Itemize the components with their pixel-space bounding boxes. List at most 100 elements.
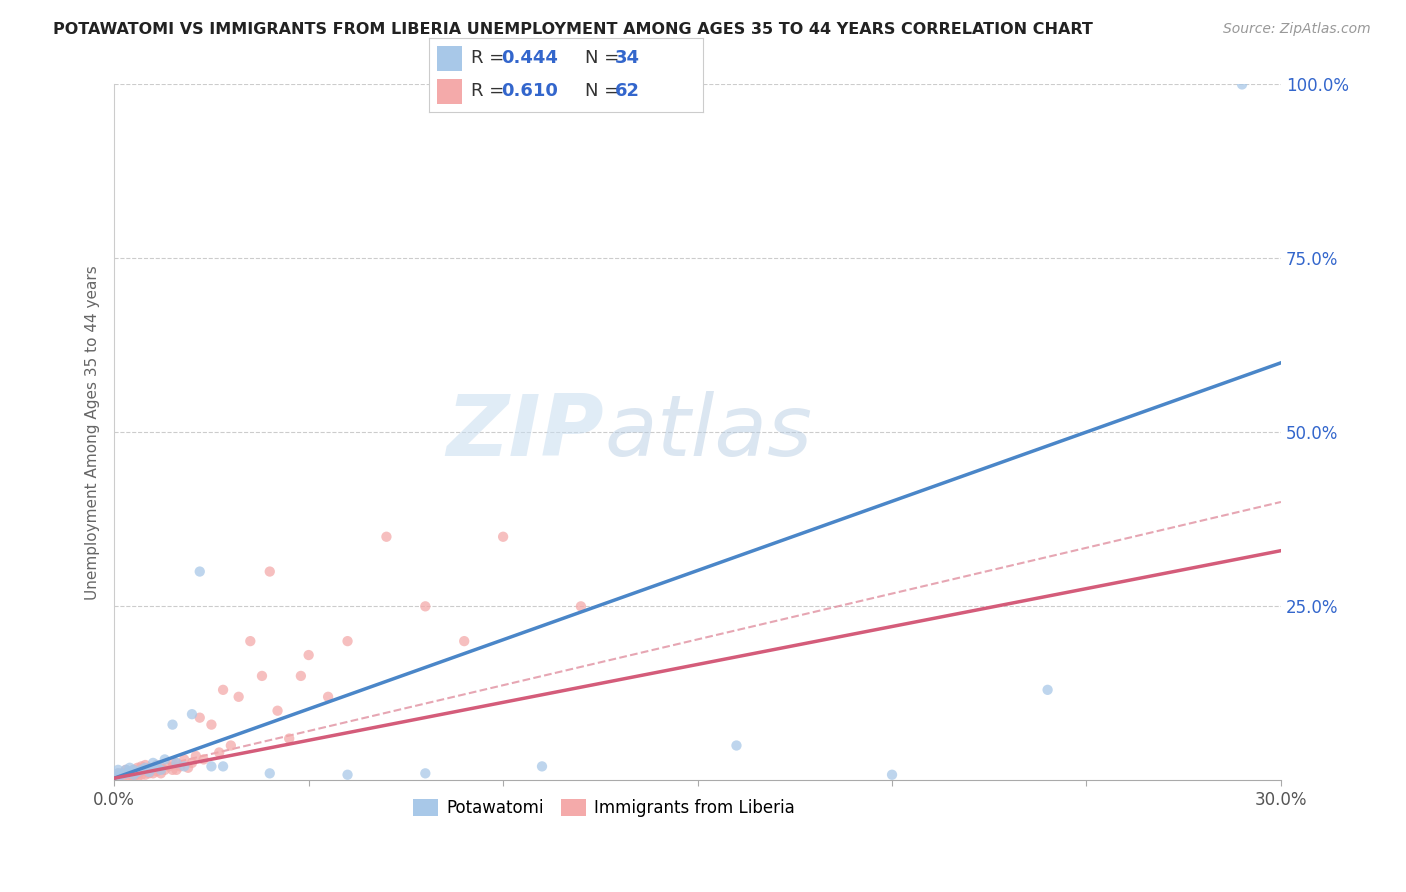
Point [149, 759, 172, 773]
Point [165, 756, 187, 770]
Point [200, 759, 222, 773]
Point [131, 768, 153, 782]
Point [131, 759, 153, 773]
Point [188, 565, 211, 579]
Point [142, 761, 165, 775]
Point [127, 770, 149, 784]
Text: 62: 62 [616, 82, 640, 100]
Point [184, 748, 207, 763]
Point [142, 756, 165, 770]
Point [138, 766, 160, 780]
Point [375, 530, 398, 544]
Point [134, 758, 156, 772]
Point [134, 761, 156, 775]
Point [162, 756, 184, 770]
Point [188, 711, 211, 725]
Point [219, 739, 242, 753]
Text: 0.610: 0.610 [502, 82, 558, 100]
Point [415, 599, 437, 614]
Point [118, 766, 141, 780]
Point [111, 770, 134, 784]
Point [169, 759, 191, 773]
Point [107, 766, 129, 780]
Point [492, 530, 515, 544]
Point [569, 599, 592, 614]
Text: ZIP: ZIP [447, 391, 605, 474]
Point [115, 770, 138, 784]
Point [278, 731, 301, 746]
Point [142, 761, 165, 775]
Text: 34: 34 [616, 49, 640, 67]
Point [165, 756, 187, 770]
Point [146, 764, 169, 779]
Point [107, 770, 129, 784]
Legend: Potawatomi, Immigrants from Liberia: Potawatomi, Immigrants from Liberia [406, 793, 801, 824]
Point [415, 766, 437, 780]
Point [122, 763, 145, 777]
Point [107, 771, 129, 785]
Point [212, 682, 235, 697]
Text: R =: R = [471, 82, 510, 100]
Point [111, 768, 134, 782]
Point [336, 768, 359, 782]
Point [146, 758, 169, 772]
Point [165, 763, 187, 777]
Point [725, 739, 748, 753]
Point [1036, 682, 1059, 697]
Point [122, 768, 145, 782]
Point [259, 766, 281, 780]
Point [122, 763, 145, 777]
Point [107, 769, 129, 783]
Point [259, 565, 281, 579]
Point [336, 634, 359, 648]
Point [1230, 78, 1253, 92]
Point [131, 764, 153, 779]
Point [134, 763, 156, 777]
Point [122, 771, 145, 785]
Point [162, 717, 184, 731]
Point [316, 690, 339, 704]
Point [115, 766, 138, 780]
Point [118, 764, 141, 779]
Point [131, 763, 153, 777]
Point [200, 717, 222, 731]
Point [134, 768, 156, 782]
Point [146, 758, 169, 772]
Point [181, 756, 204, 770]
Point [138, 764, 160, 779]
Point [162, 763, 184, 777]
Point [111, 766, 134, 780]
Text: 0.444: 0.444 [502, 49, 558, 67]
Point [138, 761, 160, 775]
Point [181, 707, 204, 722]
Point [239, 634, 262, 648]
Bar [437, 45, 461, 71]
Point [118, 770, 141, 784]
Point [266, 704, 288, 718]
Point [149, 766, 172, 780]
Point [290, 669, 312, 683]
Point [127, 764, 149, 779]
Point [149, 763, 172, 777]
Text: N =: N = [585, 49, 626, 67]
Point [157, 759, 180, 773]
Point [118, 761, 141, 775]
Point [153, 752, 176, 766]
Point [122, 768, 145, 782]
Point [173, 759, 195, 773]
Text: N =: N = [585, 82, 626, 100]
Point [530, 759, 553, 773]
Y-axis label: Unemployment Among Ages 35 to 44 years: Unemployment Among Ages 35 to 44 years [86, 265, 100, 599]
Text: POTAWATOMI VS IMMIGRANTS FROM LIBERIA UNEMPLOYMENT AMONG AGES 35 TO 44 YEARS COR: POTAWATOMI VS IMMIGRANTS FROM LIBERIA UN… [53, 22, 1094, 37]
Point [127, 761, 149, 775]
Point [107, 763, 129, 777]
Bar [437, 78, 461, 104]
Point [880, 768, 903, 782]
Point [228, 690, 250, 704]
Point [250, 669, 273, 683]
Point [115, 763, 138, 777]
Point [107, 766, 129, 780]
Point [115, 763, 138, 777]
Point [177, 761, 200, 775]
Point [298, 648, 321, 662]
